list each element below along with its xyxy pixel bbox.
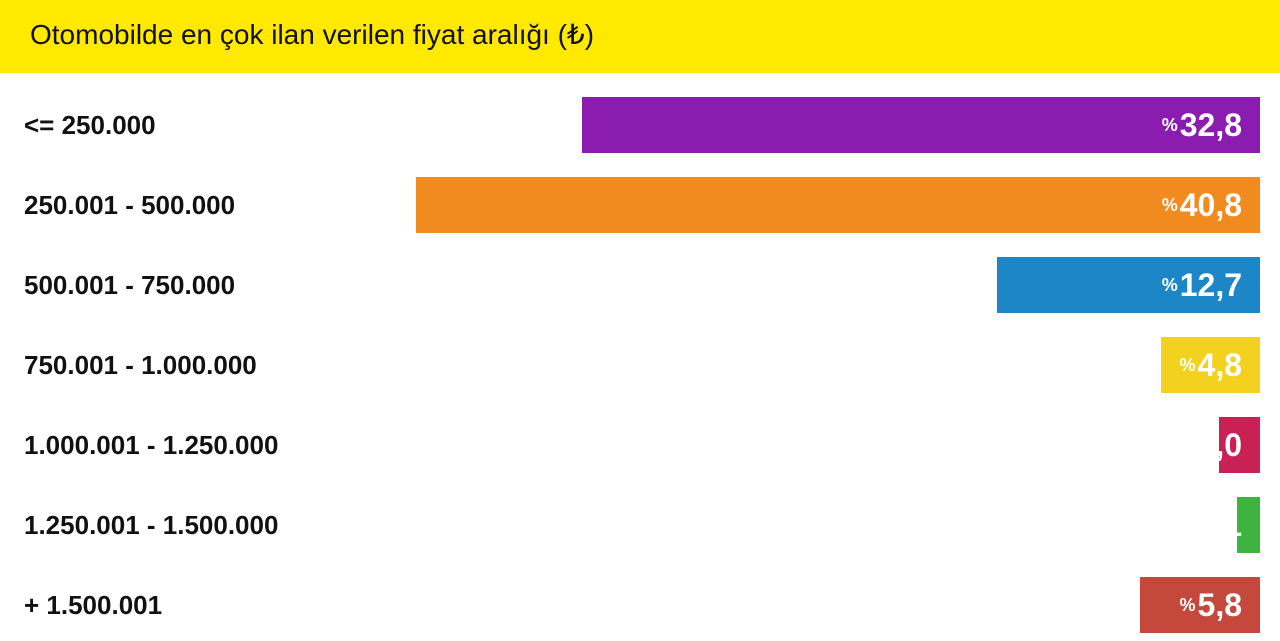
value: 40,8	[1180, 189, 1242, 221]
row-label: 500.001 - 750.000	[20, 270, 320, 301]
bar: %2,0	[1219, 417, 1260, 473]
value: 5,8	[1198, 589, 1242, 621]
value: 1,1	[1198, 509, 1242, 541]
value: 4,8	[1198, 349, 1242, 381]
bar-area: %12,7	[320, 257, 1260, 313]
value-prefix: %	[1180, 596, 1196, 614]
row-label: 1.250.001 - 1.500.000	[20, 510, 320, 541]
value: 12,7	[1180, 269, 1242, 301]
bar-area: %5,8	[320, 577, 1260, 633]
bar: %1,1	[1237, 497, 1260, 553]
value-prefix: %	[1180, 356, 1196, 374]
bar-area: %4,8	[320, 337, 1260, 393]
bar-area: %32,8	[320, 97, 1260, 153]
value-prefix: %	[1162, 276, 1178, 294]
row-label: + 1.500.001	[20, 590, 320, 621]
chart-row: <= 250.000%32,8	[20, 89, 1260, 161]
value: 32,8	[1180, 109, 1242, 141]
chart-row: + 1.500.001%5,8	[20, 569, 1260, 641]
bar-area: %40,8	[320, 177, 1260, 233]
value-prefix: %	[1180, 516, 1196, 534]
value-prefix: %	[1162, 116, 1178, 134]
chart-title-band: Otomobilde en çok ilan verilen fiyat ara…	[0, 0, 1280, 73]
row-label: 1.000.001 - 1.250.000	[20, 430, 320, 461]
chart-row: 1.000.001 - 1.250.000%2,0	[20, 409, 1260, 481]
chart-row: 1.250.001 - 1.500.000%1,1	[20, 489, 1260, 561]
value-prefix: %	[1180, 436, 1196, 454]
value: 2,0	[1198, 429, 1242, 461]
bar: %40,8	[416, 177, 1260, 233]
bar-area: %1,1	[320, 497, 1260, 553]
bar: %32,8	[582, 97, 1260, 153]
bar: %5,8	[1140, 577, 1260, 633]
chart-row: 250.001 - 500.000%40,8	[20, 169, 1260, 241]
row-label: 750.001 - 1.000.000	[20, 350, 320, 381]
value-prefix: %	[1162, 196, 1178, 214]
row-label: <= 250.000	[20, 110, 320, 141]
bar: %4,8	[1161, 337, 1260, 393]
chart-row: 750.001 - 1.000.000%4,8	[20, 329, 1260, 401]
row-label: 250.001 - 500.000	[20, 190, 320, 221]
price-range-bar-chart: <= 250.000%32,8250.001 - 500.000%40,8500…	[0, 89, 1280, 641]
chart-row: 500.001 - 750.000%12,7	[20, 249, 1260, 321]
bar: %12,7	[997, 257, 1260, 313]
chart-title: Otomobilde en çok ilan verilen fiyat ara…	[30, 19, 594, 50]
bar-area: %2,0	[320, 417, 1260, 473]
